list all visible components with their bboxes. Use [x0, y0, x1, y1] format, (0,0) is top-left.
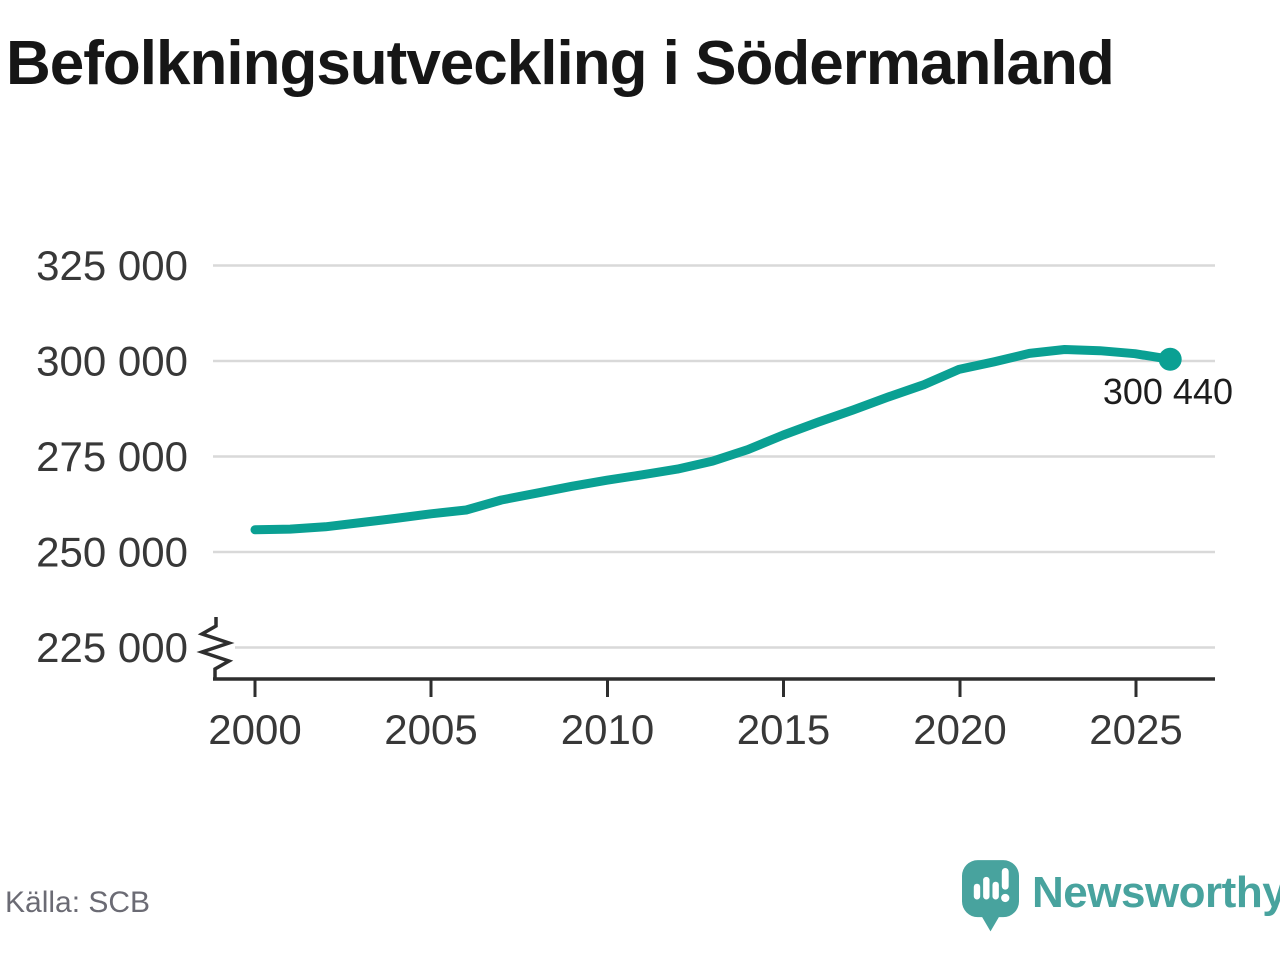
y-tick-label-225000: 225 000	[36, 624, 188, 671]
y-tick-label-275000: 275 000	[36, 433, 188, 480]
x-axis	[196, 617, 1215, 697]
y-tick-label-300000: 300 000	[36, 338, 188, 385]
x-tick-label-2020: 2020	[913, 706, 1006, 753]
x-tick-label-2005: 2005	[384, 706, 477, 753]
exclamation-mark-icon	[1001, 868, 1010, 903]
page-title: Befolkningsutveckling i Södermanland	[6, 29, 1115, 98]
x-tick-label-2025: 2025	[1089, 706, 1182, 753]
series-line	[250, 345, 1175, 535]
speech-bubble-shape	[962, 860, 1019, 932]
chart-bars-icon	[973, 876, 999, 900]
end-point-marker	[1158, 347, 1182, 371]
x-tick-label-2000: 2000	[208, 706, 301, 753]
brand-logo: Newsworthy	[962, 860, 1280, 933]
x-tick-label-2015: 2015	[737, 706, 830, 753]
end-value-label: 300 440	[1103, 371, 1233, 412]
newsworthy-logo-icon	[962, 860, 1019, 932]
x-tick-label-2010: 2010	[561, 706, 654, 753]
source-note: Källa: SCB	[5, 886, 151, 919]
y-tick-label-325000: 325 000	[36, 242, 188, 289]
y-axis-break-icon	[196, 617, 235, 679]
brand-wordmark: Newsworthy	[1032, 868, 1280, 917]
y-tick-label-250000: 250 000	[36, 529, 188, 576]
